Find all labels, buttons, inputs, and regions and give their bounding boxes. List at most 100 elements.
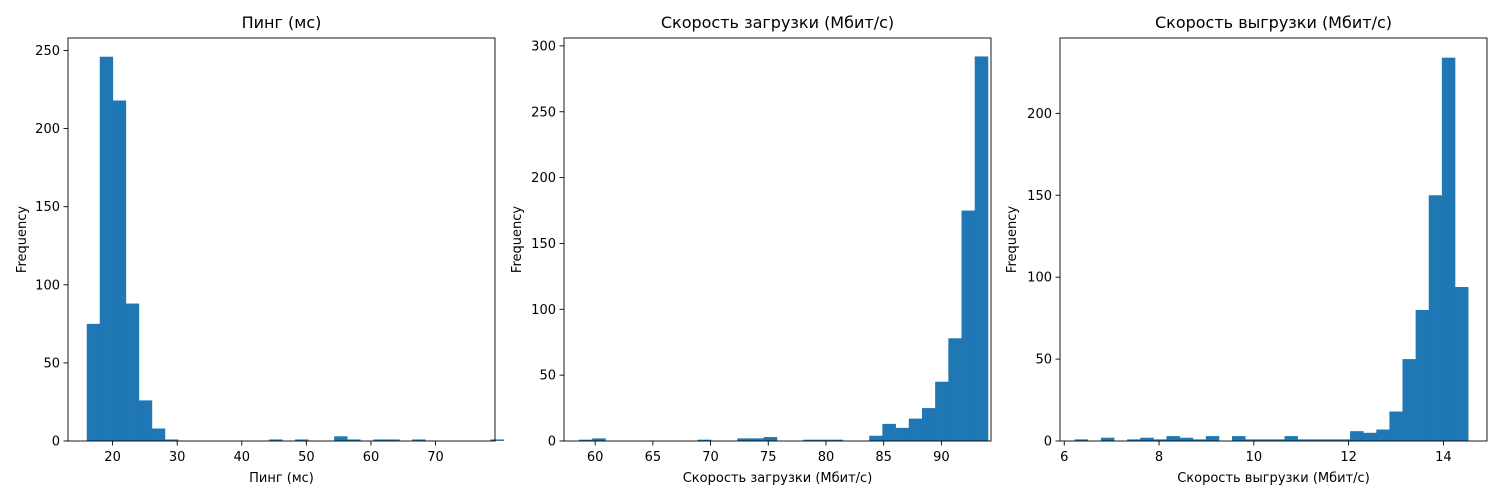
chart-upload-bar <box>1153 439 1167 441</box>
chart-ping-bar <box>373 439 387 441</box>
chart-ping-title: Пинг (мс) <box>242 13 322 32</box>
chart-ping-bar <box>269 439 283 441</box>
chart-ping-bar <box>164 439 179 441</box>
chart-upload-bar <box>1363 432 1377 441</box>
chart-download-bar <box>803 439 817 441</box>
chart-download-ytick-label: 200 <box>531 171 556 186</box>
chart-ping-ylabel: Frequency <box>15 206 30 273</box>
chart-upload-bar <box>1258 439 1272 441</box>
chart-ping-bar <box>86 323 101 441</box>
chart-upload-bar <box>1271 439 1285 441</box>
chart-ping-ytick-label: 150 <box>35 200 60 215</box>
chart-upload-ytick-label: 50 <box>1035 353 1052 368</box>
chart-ping-xlabel: Пинг (мс) <box>249 471 314 486</box>
chart-upload-bar <box>1323 439 1338 441</box>
chart-download-bar <box>948 338 962 441</box>
chart-download-bar <box>750 438 765 441</box>
chart-download-ytick-label: 0 <box>548 435 556 450</box>
chart-upload-bar <box>1441 57 1456 441</box>
chart-ping-bar <box>112 100 127 441</box>
chart-download-xtick-label: 90 <box>933 450 950 465</box>
chart-download-ytick-label: 250 <box>531 105 556 120</box>
chart-ping-bar <box>334 436 348 441</box>
chart-upload-bar <box>1192 439 1207 441</box>
chart-ping-bar <box>138 400 153 441</box>
chart-upload-bar <box>1245 439 1259 441</box>
chart-upload-xtick-label: 14 <box>1435 450 1452 465</box>
chart-download-ytick-label: 300 <box>531 39 556 54</box>
chart-download-bar <box>869 435 883 441</box>
chart-download-ylabel: Frequency <box>510 206 525 273</box>
chart-upload-bar <box>1297 439 1312 441</box>
chart-download-bar <box>816 439 830 441</box>
chart-download-bar <box>592 438 606 441</box>
chart-upload-xtick-label: 6 <box>1060 450 1068 465</box>
chart-download-bar <box>935 381 949 441</box>
chart-download-bar <box>882 423 896 441</box>
chart-upload-bar <box>1140 437 1154 441</box>
chart-ping-axes-frame <box>67 37 496 442</box>
chart-ping: Пинг (мс) Пинг (мс) Frequency 20 30 40 50 60… <box>15 13 504 486</box>
chart-upload-bar <box>1100 437 1115 441</box>
chart-ping-xtick-label: 60 <box>363 450 380 465</box>
chart-ping-xtick-label: 20 <box>104 450 121 465</box>
chart-upload-bar <box>1179 437 1194 441</box>
chart-download-xtick-label: 80 <box>818 450 835 465</box>
chart-ping-bar <box>412 439 426 441</box>
chart-ping-bar <box>99 56 114 442</box>
chart-download-title: Скорость загрузки (Мбит/с) <box>661 13 894 32</box>
chart-upload-ytick-label: 200 <box>1027 107 1052 122</box>
chart-download-bar <box>974 56 989 441</box>
chart-upload-bar <box>1310 439 1325 441</box>
chart-download-xlabel: Скорость загрузки (Мбит/с) <box>683 471 873 486</box>
chart-upload-xtick-label: 8 <box>1155 450 1163 465</box>
chart-ping-bar <box>347 439 361 441</box>
chart-download-bar <box>895 427 910 441</box>
chart-ping-bar <box>125 303 140 441</box>
chart-upload-bar <box>1127 439 1141 441</box>
chart-download-xtick-label: 60 <box>587 450 604 465</box>
chart-download-bar <box>829 439 844 441</box>
chart-download-xtick-label: 65 <box>645 450 662 465</box>
chart-download-axes-frame <box>563 37 992 442</box>
chart-ping-xtick-label: 70 <box>427 450 444 465</box>
chart-upload-bar <box>1376 429 1390 441</box>
chart-upload-bar <box>1205 436 1220 441</box>
chart-ping-ytick-label: 50 <box>43 356 60 371</box>
chart-download-bar <box>921 408 936 441</box>
chart-upload-bar <box>1074 439 1089 441</box>
chart-ping-bar <box>151 428 166 441</box>
chart-upload-title: Скорость выгрузки (Мбит/с) <box>1155 13 1392 32</box>
chart-upload-bar <box>1336 439 1351 441</box>
chart-download-bar <box>763 437 778 441</box>
chart-upload-ytick-label: 100 <box>1027 271 1052 286</box>
chart-download-bar <box>737 438 751 441</box>
chart-download-xtick-label: 85 <box>875 450 892 465</box>
chart-upload-bar <box>1402 359 1416 441</box>
chart-ping-ytick-label: 200 <box>35 122 60 137</box>
chart-ping-ytick-label: 250 <box>35 44 60 59</box>
chart-upload-bar <box>1454 287 1469 441</box>
chart-download: Скорость загрузки (Мбит/с) Скорость загр… <box>510 13 992 486</box>
chart-download-ytick-label: 50 <box>539 369 556 384</box>
chart-upload-bar <box>1350 431 1364 441</box>
chart-upload-xlabel: Скорость выгрузки (Мбит/с) <box>1177 471 1370 486</box>
chart-ping-xtick-label: 30 <box>169 450 186 465</box>
chart-download-bar <box>697 439 712 441</box>
chart-ping-ytick-label: 100 <box>35 278 60 293</box>
chart-download-bar <box>579 439 593 441</box>
chart-upload-axes-frame <box>1059 37 1488 442</box>
chart-ping-bar <box>295 439 309 441</box>
chart-upload-xtick-label: 12 <box>1340 450 1357 465</box>
chart-upload-bar <box>1389 411 1403 441</box>
chart-ping-xtick-label: 50 <box>298 450 315 465</box>
chart-download-ytick-label: 150 <box>531 237 556 252</box>
chart-download-xtick-label: 75 <box>760 450 777 465</box>
chart-upload-bar <box>1415 309 1430 441</box>
chart-download-bar <box>961 210 976 441</box>
chart-download-ytick-label: 100 <box>531 303 556 318</box>
chart-download-bar <box>908 418 923 441</box>
chart-upload-bar <box>1284 436 1298 441</box>
